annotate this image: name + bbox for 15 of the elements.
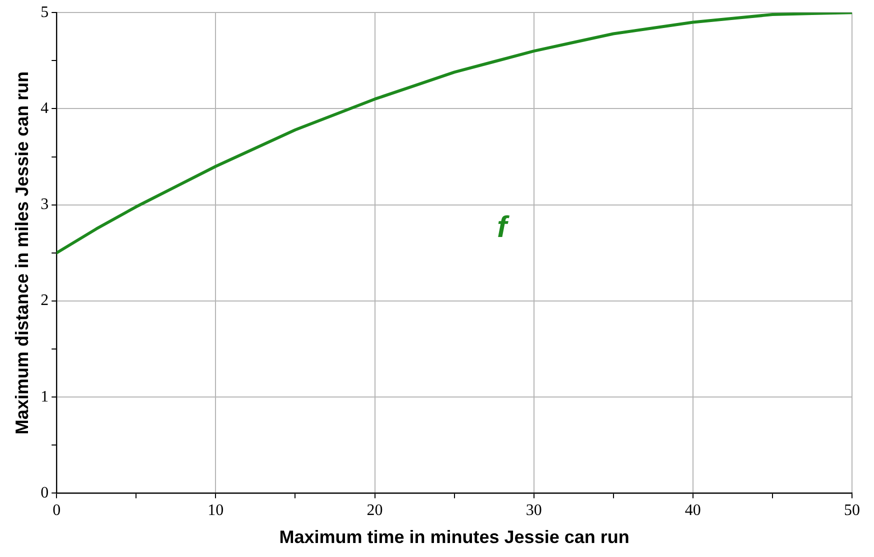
y-axis-title: Maximum distance in miles Jessie can run (12, 71, 32, 434)
x-tick-label: 30 (526, 502, 542, 520)
x-tick-label: 50 (844, 502, 860, 520)
x-tick-label: 40 (684, 502, 701, 520)
x-tick-label: 20 (366, 502, 383, 520)
text: f (497, 211, 510, 244)
y-tick-label: 3 (40, 196, 49, 214)
x-tick-label: 10 (208, 502, 224, 520)
y-tick-label: 1 (40, 388, 49, 406)
y-tick-label: 0 (40, 484, 49, 502)
x-tick-label: 0 (52, 502, 61, 520)
y-tick-label: 2 (40, 292, 49, 310)
x-axis-title: Maximum time in minutes Jessie can run (279, 527, 630, 548)
y-tick-label: 4 (40, 100, 49, 117)
y-tick-label: 5 (40, 4, 49, 21)
